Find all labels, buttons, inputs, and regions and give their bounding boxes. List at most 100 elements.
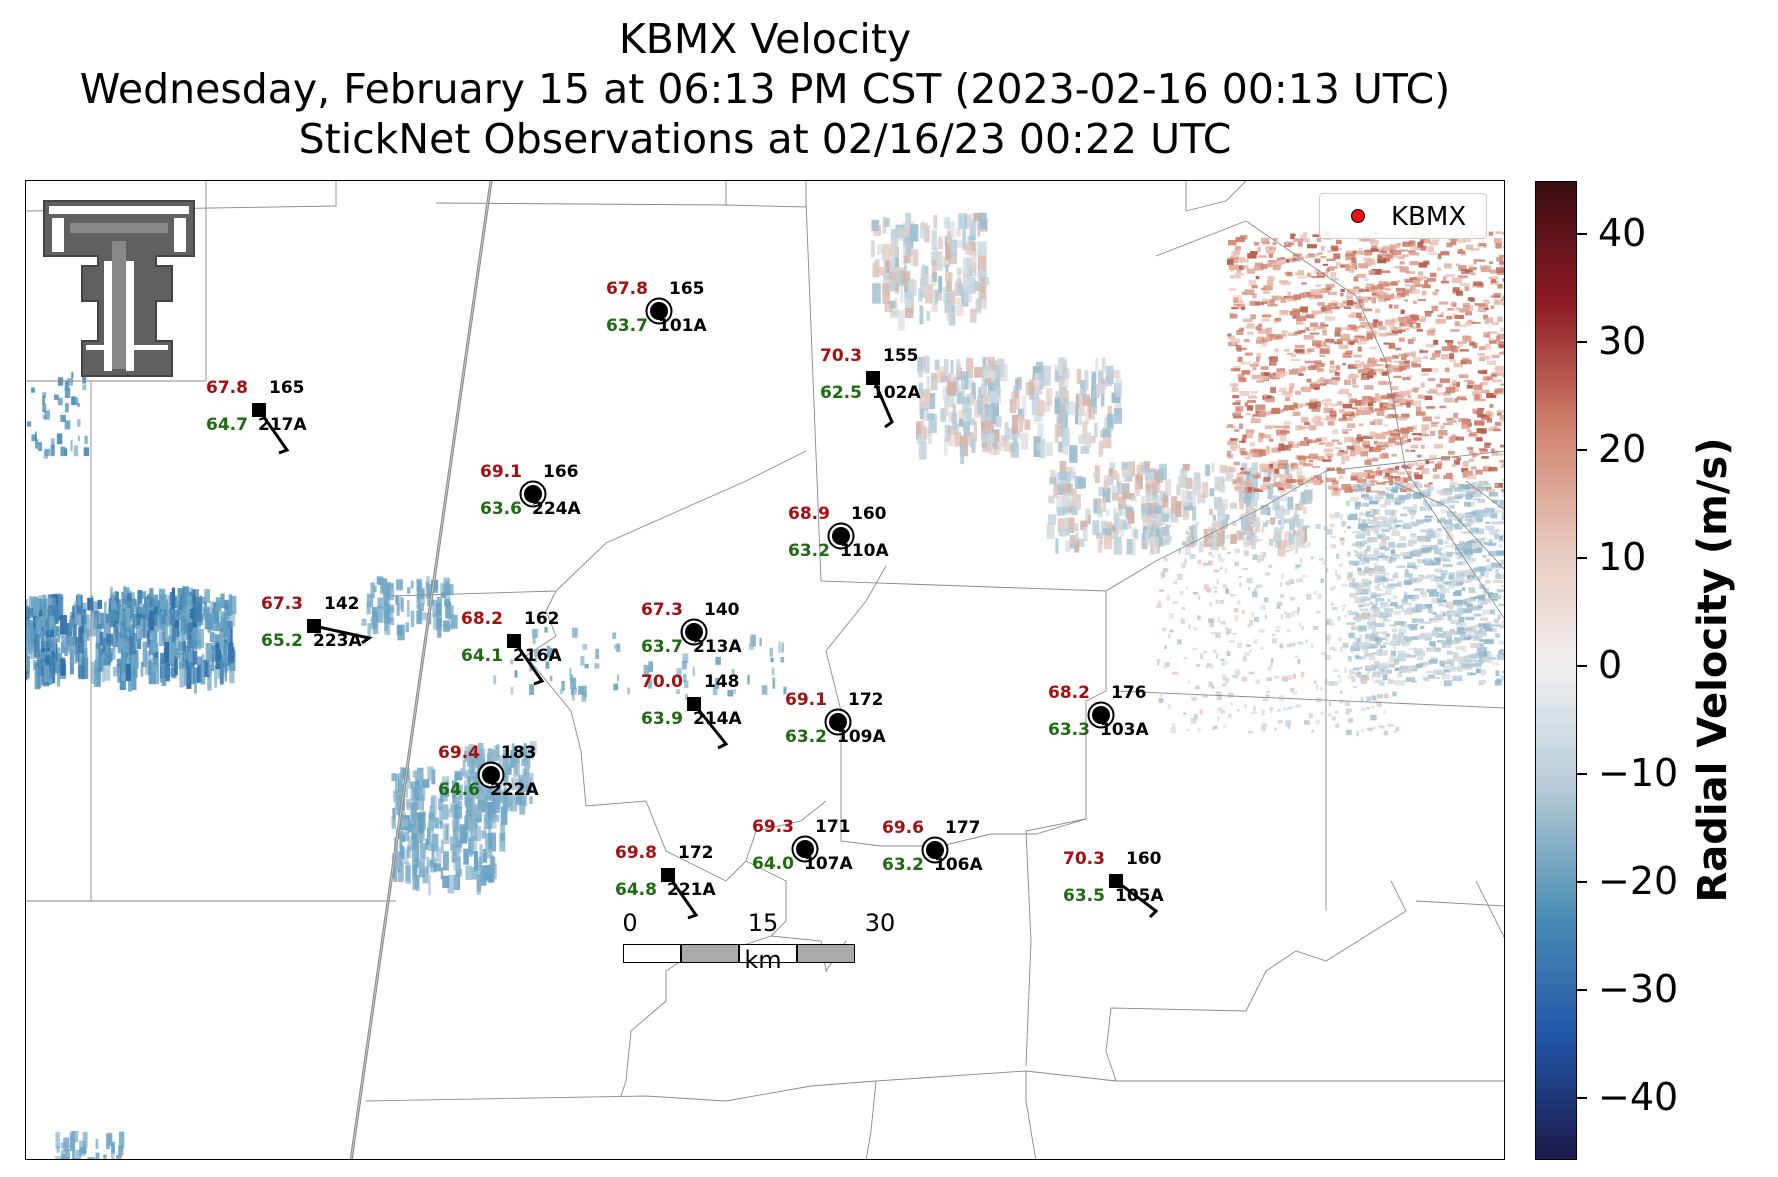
- station-marker-circle[interactable]: [480, 764, 502, 786]
- map-panel[interactable]: 67.8 165 63.7 101A 70.3 155 62.5 102A 67.8 165 64.…: [25, 180, 1505, 1160]
- station-temperature: 67.3: [641, 600, 683, 620]
- station-temperature: 67.8: [606, 279, 648, 299]
- station-marker-ring: [791, 835, 819, 863]
- colorbar-tick: [1577, 881, 1587, 883]
- station-id: 110A: [840, 541, 889, 561]
- colorbar-tick-label: 40: [1598, 211, 1647, 255]
- station-wind-direction: 171: [815, 817, 851, 837]
- station-dewpoint: 63.9: [641, 709, 683, 729]
- station-dewpoint: 63.2: [785, 727, 827, 747]
- station-temperature: 67.3: [261, 594, 303, 614]
- wind-barb-icon: [1115, 879, 1159, 919]
- county-line: [1025, 818, 1087, 1067]
- station-dewpoint: 63.7: [606, 316, 648, 336]
- station-marker-ring: [824, 708, 852, 736]
- station-id: 101A: [658, 316, 707, 336]
- county-line: [1390, 480, 1504, 570]
- station-id: 216A: [513, 646, 562, 666]
- station-wind-direction: 172: [678, 843, 714, 863]
- station-id: 106A: [934, 855, 983, 875]
- scale-segment: [739, 944, 797, 963]
- county-line: [1185, 181, 1247, 212]
- county-line: [1115, 690, 1504, 709]
- station-wind-direction: 172: [848, 690, 884, 710]
- scale-segment: [623, 944, 681, 963]
- station-marker-circle[interactable]: [827, 711, 849, 733]
- station-marker-circle[interactable]: [830, 525, 852, 547]
- station-temperature: 70.3: [820, 346, 862, 366]
- station-marker-ring: [921, 836, 949, 864]
- station-wind-direction: 148: [704, 672, 740, 692]
- texas-tech-logo-icon: [43, 200, 195, 377]
- colorbar-tick-label: 30: [1598, 319, 1647, 363]
- station-id: 107A: [804, 854, 853, 874]
- colorbar-tick: [1577, 449, 1587, 451]
- colorbar-tick-label: −10: [1598, 751, 1679, 795]
- station-temperature: 70.3: [1063, 849, 1105, 869]
- county-line: [1415, 900, 1504, 907]
- colorbar-tick: [1577, 341, 1587, 343]
- station-temperature: 67.8: [206, 378, 248, 398]
- station-dewpoint: 63.3: [1048, 720, 1090, 740]
- county-line: [725, 181, 807, 208]
- station-wind-direction: 183: [501, 743, 537, 763]
- station-id: 214A: [693, 709, 742, 729]
- station-id: 105A: [1115, 886, 1164, 906]
- scale-label-30: 30: [864, 909, 896, 937]
- station-id: 109A: [837, 727, 886, 747]
- station-marker-ring: [680, 618, 708, 646]
- station-marker-circle[interactable]: [648, 300, 670, 322]
- station-dewpoint: 62.5: [820, 383, 862, 403]
- station-wind-direction: 142: [324, 594, 360, 614]
- station-dewpoint: 64.1: [461, 646, 503, 666]
- colorbar-tick-label: −30: [1598, 967, 1679, 1011]
- station-id: 222A: [490, 780, 539, 800]
- station-dewpoint: 63.5: [1063, 886, 1105, 906]
- map-canvas: [26, 181, 1504, 1159]
- county-boundaries: [26, 181, 1504, 1159]
- station-marker-circle[interactable]: [794, 838, 816, 860]
- station-temperature: 69.1: [785, 690, 827, 710]
- station-id: 223A: [313, 631, 362, 651]
- title-line-2: Wednesday, February 15 at 06:13 PM CST (…: [79, 65, 1451, 113]
- wind-barb-icon: [257, 409, 290, 455]
- station-marker-ring: [645, 297, 673, 325]
- colorbar-tick: [1577, 773, 1587, 775]
- colorbar-tick-label: 10: [1598, 535, 1647, 579]
- colorbar-title: Radial Velocity (m/s): [1690, 437, 1736, 903]
- scale-segment: [681, 944, 739, 963]
- station-marker-ring: [1087, 701, 1115, 729]
- station-temperature: 69.3: [752, 817, 794, 837]
- map-legend: KBMX: [1319, 193, 1487, 239]
- station-wind-direction: 162: [524, 609, 560, 629]
- station-marker-ring: [519, 480, 547, 508]
- station-marker-circle[interactable]: [1090, 704, 1112, 726]
- scale-bar: 0 15 30: [622, 909, 953, 970]
- colorbar-tick: [1577, 989, 1587, 991]
- station-dewpoint: 65.2: [261, 631, 303, 651]
- station-dewpoint: 63.7: [641, 637, 683, 657]
- station-wind-direction: 140: [704, 600, 740, 620]
- county-line: [825, 565, 1087, 847]
- title-line-1: KBMX Velocity: [618, 15, 912, 63]
- colorbar-tick: [1577, 665, 1587, 667]
- station-id: 103A: [1100, 720, 1149, 740]
- county-line: [1465, 480, 1504, 511]
- state-boundary-inner: [350, 181, 492, 1159]
- station-id: 217A: [258, 415, 307, 435]
- colorbar-tick: [1577, 233, 1587, 235]
- station-wind-direction: 165: [269, 378, 305, 398]
- station-marker-circle[interactable]: [522, 483, 544, 505]
- station-wind-direction: 176: [1111, 683, 1147, 703]
- county-line: [390, 450, 807, 597]
- velocity-colorbar: [1535, 181, 1577, 1160]
- station-id: 224A: [532, 499, 581, 519]
- station-wind-direction: 155: [883, 346, 919, 366]
- station-marker-circle[interactable]: [683, 621, 705, 643]
- station-dewpoint: 63.2: [788, 541, 830, 561]
- station-marker-circle[interactable]: [924, 839, 946, 861]
- station-temperature: 68.2: [461, 609, 503, 629]
- scale-unit: km: [744, 946, 782, 974]
- station-wind-direction: 160: [1126, 849, 1162, 869]
- station-temperature: 70.0: [641, 672, 683, 692]
